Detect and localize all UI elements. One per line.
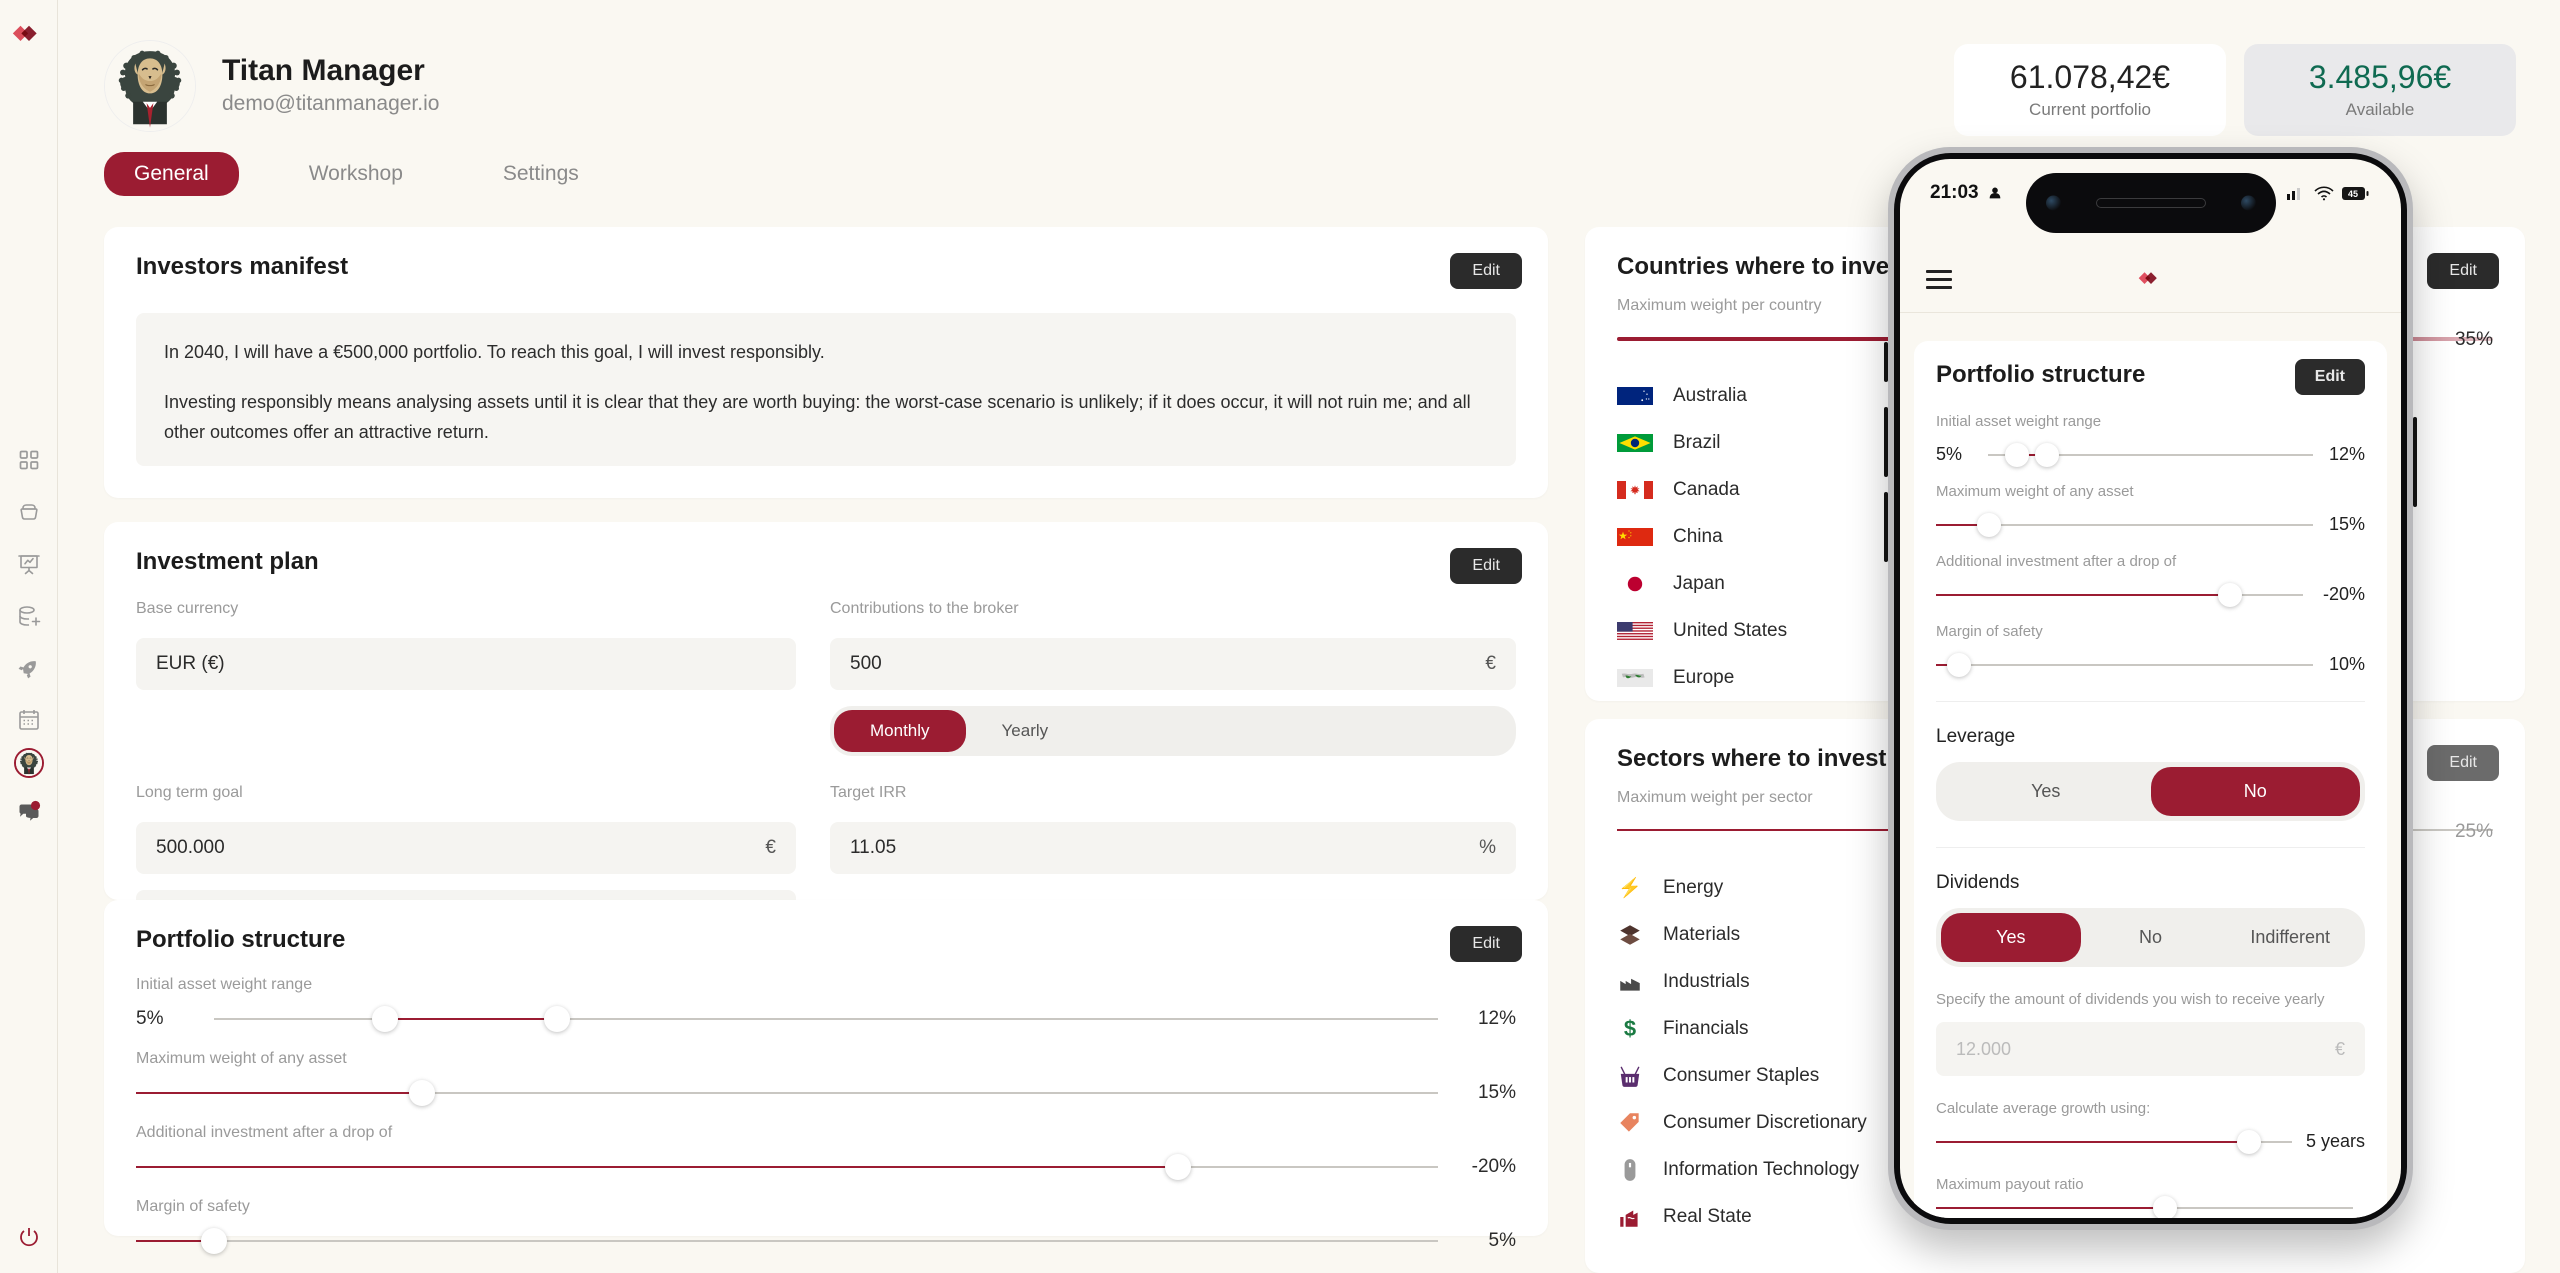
- svg-text:45: 45: [2348, 189, 2358, 199]
